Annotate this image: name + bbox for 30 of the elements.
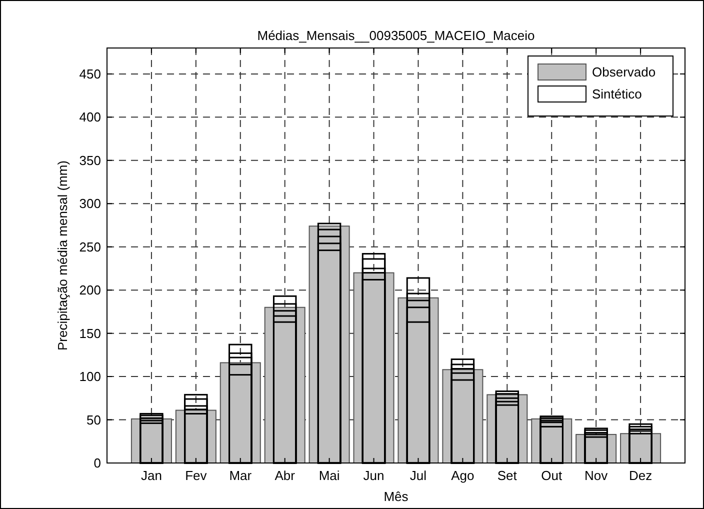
y-tick-label: 350 [79,152,101,168]
bar [620,433,662,464]
x-tick-label: Fev [185,468,208,483]
y-tick-label: 400 [79,110,101,125]
x-tick-label: Nov [584,468,608,483]
y-tick-label: 300 [79,196,101,212]
bar [175,410,216,464]
x-tick-label: Jan [140,468,162,483]
y-tick-label: 200 [79,282,101,298]
x-tick-label: Jun [363,468,384,483]
y-axis-title: Precipitação média mensal (mm) [55,160,70,351]
y-tick-label: 50 [86,412,101,428]
x-tick-label: Mai [318,468,340,483]
legend-label: Observado [592,64,656,80]
legend-label: Sintético [592,86,642,102]
y-tick-label: 250 [79,239,101,254]
x-tick-label: Ago [451,468,474,483]
y-tick-label: 150 [79,326,101,341]
x-tick-label: Mar [229,468,252,483]
x-tick-label: Abr [274,468,296,483]
x-axis-title: Mês [384,489,409,504]
x-tick-label: Set [497,468,518,483]
y-tick-label: 0 [94,456,101,471]
y-tick-label: 450 [79,66,101,82]
bar [220,362,261,464]
chart-title: Médias_Mensais__00935005_MACEIO_Maceio [257,28,535,43]
x-tick-label: Dez [628,468,652,483]
x-tick-label: Jul [410,468,427,483]
x-tick-label: Out [541,468,562,483]
y-tick-label: 100 [79,369,101,384]
